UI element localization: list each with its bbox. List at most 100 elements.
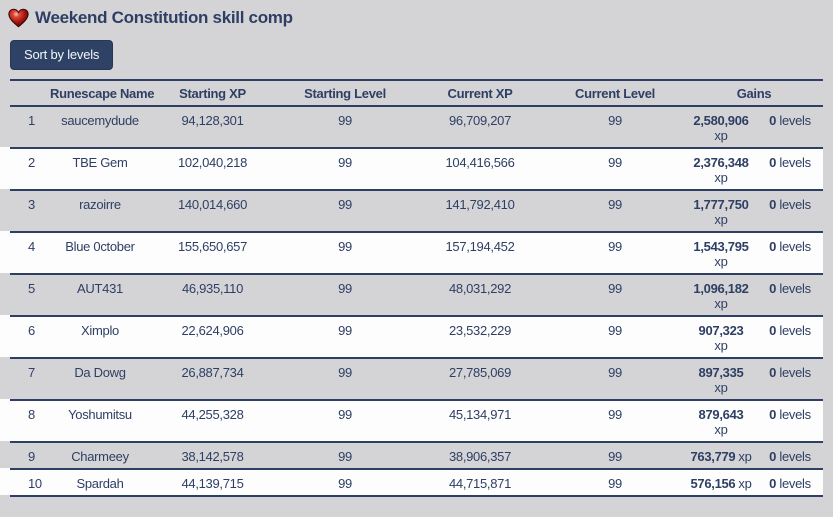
current-xp-cell: 45,134,971 xyxy=(448,407,512,422)
player-name-cell: razoirre xyxy=(79,197,121,212)
gains-xp-unit: xp xyxy=(714,338,728,353)
starting-level-cell: 99 xyxy=(338,281,352,296)
gains-xp-unit: xp xyxy=(714,170,728,185)
gains-xp-unit: xp xyxy=(714,422,728,437)
current-level-cell: 99 xyxy=(608,281,622,296)
gains-levels-value: 0 xyxy=(769,365,777,380)
gains-xp-unit: xp xyxy=(714,254,728,269)
current-level-cell: 99 xyxy=(608,407,622,422)
gains-xp-cell: 1,777,750 xp xyxy=(685,191,757,231)
table-row: 4 Blue 0ctober 155,650,657 99 157,194,45… xyxy=(0,231,823,273)
gains-xp-value: 897,335 xyxy=(698,365,744,380)
column-header-starting-level: Starting Level xyxy=(304,86,386,101)
current-level-cell: 99 xyxy=(608,365,622,380)
gains-levels-cell: 0 levels xyxy=(757,470,823,495)
gains-levels-cell: 0 levels xyxy=(757,359,823,384)
gains-levels-unit: levels xyxy=(779,155,811,170)
gains-xp-cell: 897,335 xp xyxy=(685,359,757,399)
gains-xp-value: 576,156 xyxy=(690,476,736,491)
column-header-current-level: Current Level xyxy=(575,86,655,101)
table-row: 8 Yoshumitsu 44,255,328 99 45,134,971 99… xyxy=(0,399,823,441)
table-bottom-border xyxy=(0,495,823,497)
current-xp-cell: 27,785,069 xyxy=(448,365,512,380)
starting-xp-cell: 44,139,715 xyxy=(181,476,244,491)
gains-levels-unit: levels xyxy=(779,239,811,254)
starting-xp-cell: 38,142,578 xyxy=(181,449,244,464)
gains-levels-cell: 0 levels xyxy=(757,443,823,468)
gains-levels-value: 0 xyxy=(769,323,777,338)
rank-cell: 10 xyxy=(28,476,42,491)
starting-xp-cell: 94,128,301 xyxy=(181,113,244,128)
player-name-cell: Spardah xyxy=(76,476,124,491)
table-body: 1 saucemydude 94,128,301 99 96,709,207 9… xyxy=(0,105,823,495)
current-xp-cell: 38,906,357 xyxy=(448,449,512,464)
table-row: 1 saucemydude 94,128,301 99 96,709,207 9… xyxy=(0,105,823,147)
gains-xp-cell: 763,779 xp xyxy=(685,443,757,468)
gains-levels-value: 0 xyxy=(769,407,777,422)
starting-level-cell: 99 xyxy=(338,239,352,254)
player-name-cell: Ximplo xyxy=(81,323,119,338)
starting-level-cell: 99 xyxy=(338,113,352,128)
current-xp-cell: 141,792,410 xyxy=(445,197,515,212)
current-level-cell: 99 xyxy=(608,449,622,464)
current-xp-cell: 48,031,292 xyxy=(448,281,512,296)
rank-cell: 6 xyxy=(28,323,35,338)
current-level-cell: 99 xyxy=(608,323,622,338)
gains-xp-unit: xp xyxy=(738,449,752,464)
column-header-current-xp: Current XP xyxy=(447,86,513,101)
current-xp-cell: 96,709,207 xyxy=(448,113,512,128)
gains-xp-cell: 2,580,906 xp xyxy=(685,107,757,147)
gains-levels-cell: 0 levels xyxy=(757,317,823,342)
gains-levels-value: 0 xyxy=(769,476,777,491)
starting-level-cell: 99 xyxy=(338,155,352,170)
gains-levels-unit: levels xyxy=(779,113,811,128)
gains-levels-unit: levels xyxy=(779,365,811,380)
competition-table: Runescape Name Starting XP Starting Leve… xyxy=(0,79,823,497)
gains-xp-cell: 2,376,348 xp xyxy=(685,149,757,189)
page-header: Weekend Constitution skill comp xyxy=(0,0,833,28)
rank-cell: 1 xyxy=(28,113,35,128)
starting-level-cell: 99 xyxy=(338,407,352,422)
gains-xp-cell: 1,543,795 xp xyxy=(685,233,757,273)
gains-xp-unit: xp xyxy=(714,380,728,395)
current-xp-cell: 23,532,229 xyxy=(448,323,512,338)
gains-levels-unit: levels xyxy=(779,197,811,212)
table-row: 3 razoirre 140,014,660 99 141,792,410 99… xyxy=(0,189,823,231)
starting-level-cell: 99 xyxy=(338,365,352,380)
sort-by-levels-button[interactable]: Sort by levels xyxy=(10,40,114,70)
gains-xp-cell: 879,643 xp xyxy=(685,401,757,441)
player-name-cell: AUT431 xyxy=(77,281,123,296)
gains-xp-unit: xp xyxy=(714,212,728,227)
gains-xp-unit: xp xyxy=(714,296,728,311)
gains-levels-value: 0 xyxy=(769,155,777,170)
current-level-cell: 99 xyxy=(608,476,622,491)
player-name-cell: saucemydude xyxy=(61,113,139,128)
rank-cell: 4 xyxy=(28,239,35,254)
current-level-cell: 99 xyxy=(608,239,622,254)
gains-xp-unit: xp xyxy=(738,476,752,491)
gains-xp-value: 1,777,750 xyxy=(693,197,749,212)
starting-level-cell: 99 xyxy=(338,449,352,464)
table-row: 10 Spardah 44,139,715 99 44,715,871 99 5… xyxy=(0,468,823,495)
gains-levels-value: 0 xyxy=(769,449,777,464)
gains-levels-value: 0 xyxy=(769,197,777,212)
starting-xp-cell: 46,935,110 xyxy=(181,281,244,296)
gains-levels-value: 0 xyxy=(769,113,777,128)
gains-levels-unit: levels xyxy=(779,281,811,296)
starting-xp-cell: 155,650,657 xyxy=(178,239,247,254)
gains-xp-unit: xp xyxy=(714,128,728,143)
player-name-cell: Da Dowg xyxy=(74,365,126,380)
current-xp-cell: 104,416,566 xyxy=(445,155,515,170)
starting-xp-cell: 44,255,328 xyxy=(181,407,244,422)
starting-level-cell: 99 xyxy=(338,197,352,212)
gains-xp-value: 1,543,795 xyxy=(693,239,749,254)
table-row: 9 Charmeey 38,142,578 99 38,906,357 99 7… xyxy=(0,441,823,468)
table-header: Runescape Name Starting XP Starting Leve… xyxy=(0,79,823,105)
player-name-cell: Blue 0ctober xyxy=(65,239,135,254)
gains-xp-value: 1,096,182 xyxy=(693,281,749,296)
gains-levels-cell: 0 levels xyxy=(757,149,823,174)
rank-cell: 7 xyxy=(28,365,35,380)
player-name-cell: Yoshumitsu xyxy=(68,407,132,422)
starting-level-cell: 99 xyxy=(338,323,352,338)
